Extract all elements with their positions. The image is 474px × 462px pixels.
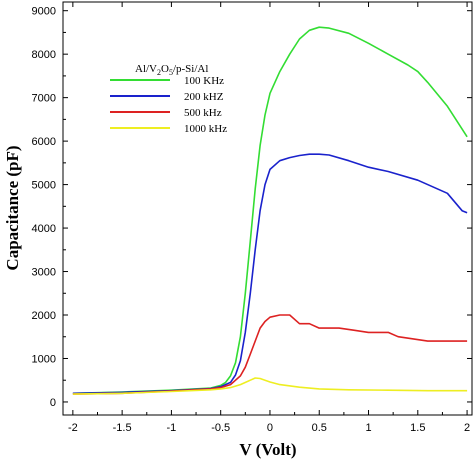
series-group [72, 26, 468, 395]
legend-title-part: 2 [157, 68, 161, 77]
y-tick-label: 5000 [32, 180, 56, 192]
legend-title-part: 5 [169, 68, 173, 77]
y-tick-label: 7000 [32, 93, 56, 105]
legend-label: 200 kHZ [184, 91, 224, 103]
y-tick-label: 1000 [32, 353, 56, 365]
x-tick-label: -0.5 [211, 422, 230, 434]
legend-title-part: Al/V [135, 63, 157, 75]
x-tick-label: 1 [365, 422, 371, 434]
legend-title: Al/V2O5/p-Si/Al [135, 63, 208, 77]
legend-title-part: /p-Si/Al [173, 63, 208, 75]
x-tick-label: 0 [267, 422, 273, 434]
series-line-1000-khz [72, 377, 468, 395]
series-line-100-khz [72, 26, 468, 395]
axes: -2 -1.5 -1 -0.5 0 0.5 1 1.5 2 0 1000 2000 3000 4000 50… [32, 1, 473, 434]
y-tick-label: 8000 [32, 49, 56, 61]
legend-label: 500 kHz [184, 107, 222, 119]
plot-frame [62, 1, 473, 416]
y-tick-label: 4000 [32, 223, 56, 235]
x-tick-label: -2 [68, 422, 78, 434]
legend-title-part: O [161, 63, 169, 75]
series-line-200-khz [72, 153, 468, 395]
y-tick-label: 3000 [32, 267, 56, 279]
x-tick-label: 0.5 [312, 422, 327, 434]
x-axis-title: V (Volt) [239, 440, 296, 459]
series-line-500-khz [72, 314, 468, 395]
y-tick-label: 2000 [32, 310, 56, 322]
x-tick-label: 2 [464, 422, 470, 434]
y-tick-label: 9000 [32, 6, 56, 18]
legend-label: 1000 kHz [184, 123, 227, 135]
x-tick-label: -1 [167, 422, 177, 434]
x-tick-label: -1.5 [113, 422, 132, 434]
legend-label: 100 KHz [184, 75, 224, 87]
y-axis-title: Capacitance (pF) [3, 145, 22, 270]
y-tick-label: 0 [50, 397, 56, 409]
y-tick-label: 6000 [32, 136, 56, 148]
x-tick-label: 1.5 [410, 422, 425, 434]
